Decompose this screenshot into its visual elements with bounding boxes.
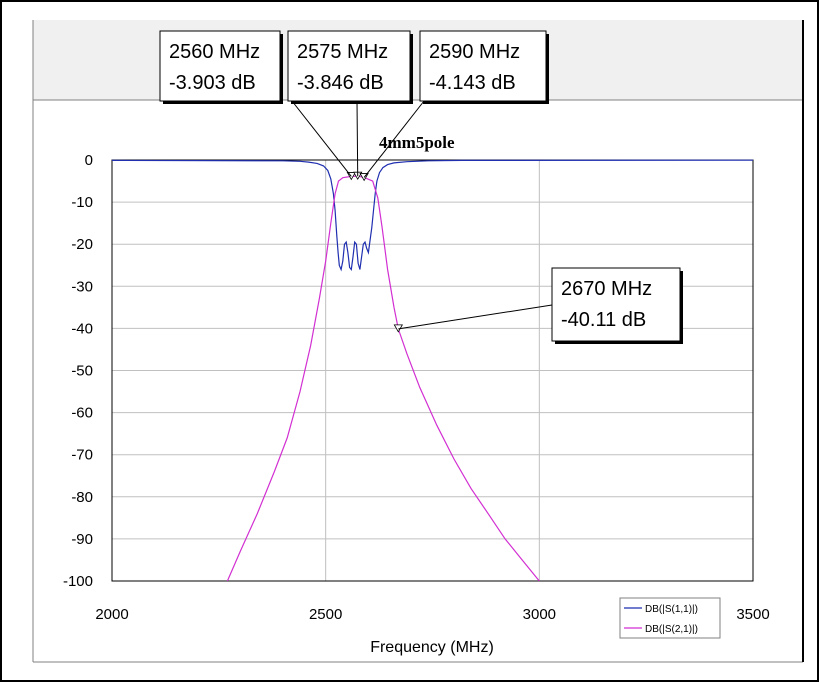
marker-leader-line	[291, 100, 352, 177]
axes-box	[111, 159, 754, 582]
y-tick-label: -50	[71, 363, 93, 380]
y-tick-label: -90	[71, 531, 93, 548]
x-tick-label: 2500	[309, 606, 342, 623]
annotation-layer: 2560 MHz -3.903 dB 2575 MHz -3.846 dB 2590 M…	[159, 30, 683, 344]
series-line-s11	[111, 159, 754, 272]
y-tick-label: -30	[71, 278, 93, 295]
y-tick-label: -40	[71, 320, 93, 337]
y-tick-label: -10	[71, 194, 93, 211]
annotation-box	[551, 267, 681, 342]
axes-frame	[111, 159, 754, 582]
annotation-frequency: 2590 MHz	[429, 41, 520, 63]
chart-title: 4mm5pole	[379, 133, 455, 152]
x-tick-labels: 2000 2500 3000 3500	[95, 606, 769, 623]
annotation-frequency: 2560 MHz	[169, 41, 260, 63]
y-tick-label: -20	[71, 236, 93, 253]
y-tick-label: -80	[71, 489, 93, 506]
annotation-db: -3.903 dB	[169, 72, 256, 94]
annotation-db: -3.846 dB	[297, 72, 384, 94]
x-tick-label: 3000	[523, 606, 556, 623]
x-tick-label: 2000	[95, 606, 128, 623]
y-tick-label: -70	[71, 447, 93, 464]
header-band	[33, 20, 803, 100]
legend: DB(|S(1,1)|) DB(|S(2,1)|)	[619, 597, 721, 639]
legend-box	[619, 597, 721, 639]
y-tick-label: 0	[85, 152, 93, 169]
x-axis-label: Frequency (MHz)	[370, 639, 494, 656]
annotation-box	[159, 30, 281, 102]
x-tick-label: 3500	[736, 606, 769, 623]
y-tick-labels: 0 -10 -20 -30 -40 -50 -60 -70 -80 -90 -100	[63, 152, 93, 590]
legend-label-s11: DB(|S(1,1)|)	[645, 604, 698, 615]
marker-leader-line	[356, 100, 359, 177]
legend-label-s21: DB(|S(2,1)|)	[645, 624, 698, 635]
annotation-box	[287, 30, 411, 102]
annotation-frequency: 2670 MHz	[561, 278, 652, 300]
annotation-db: -40.11 dB	[561, 309, 646, 331]
annotation-db: -4.143 dB	[429, 72, 516, 94]
y-tick-label: -100	[63, 573, 93, 590]
y-tick-label: -60	[71, 405, 93, 422]
marker-leader-line	[363, 100, 425, 178]
marker-leader-line	[398, 304, 553, 330]
annotation-box	[419, 30, 547, 102]
annotation-frequency: 2575 MHz	[297, 41, 388, 63]
